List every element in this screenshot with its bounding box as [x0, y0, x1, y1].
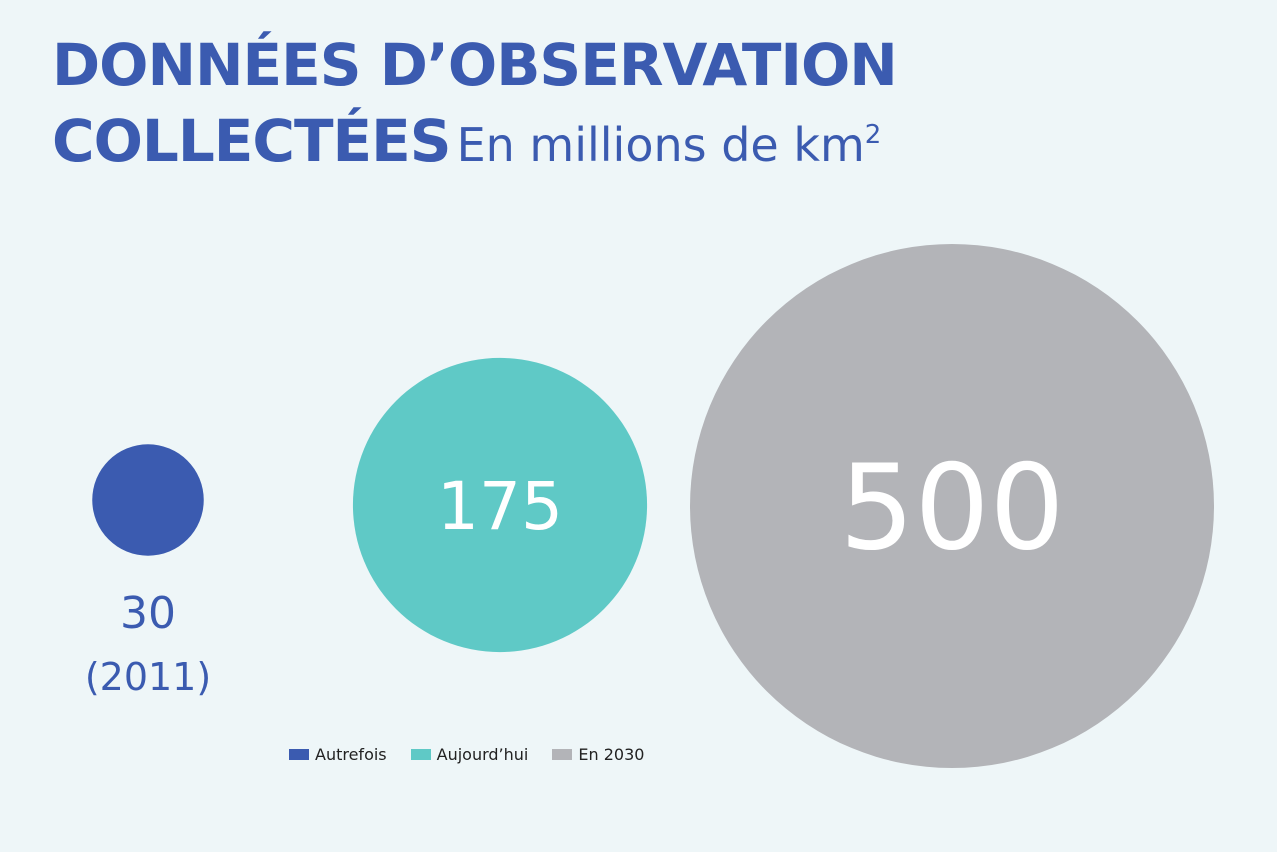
bubble-value-label-1: 30 [120, 588, 176, 639]
bubble-2 [352, 357, 648, 653]
legend-label-3: En 2030 [578, 745, 645, 764]
chart-legend: Autrefois Aujourd’hui En 2030 [289, 745, 644, 764]
legend-label-2: Aujourd’hui [436, 745, 529, 764]
bubble-note-label-1: (2011) [85, 655, 211, 699]
bubble-value-label-2: 175 [437, 468, 563, 545]
legend-item-1: Autrefois [289, 745, 387, 764]
chart-title: DONNÉES D’OBSERVATION [52, 31, 898, 99]
chart-title-line2: COLLECTÉES En millions de km2 [52, 100, 1232, 180]
bubble-value-label-3: 500 [839, 438, 1064, 576]
chart-subtitle-superscript: 2 [864, 120, 882, 150]
chart-title-second-line: COLLECTÉES [52, 107, 452, 175]
legend-item-2: Aujourd’hui [410, 745, 529, 764]
bubble-3 [690, 244, 1214, 768]
chart-title-block: DONNÉES D’OBSERVATION COLLECTÉES En milli… [52, 30, 1232, 180]
legend-item-3: En 2030 [552, 745, 644, 764]
bubble-1 [92, 444, 204, 556]
legend-swatch-2 [410, 749, 431, 760]
chart-subtitle: En millions de km2 [457, 118, 882, 172]
chart-subtitle-text: En millions de km [456, 118, 865, 172]
legend-swatch-1 [289, 749, 309, 760]
legend-swatch-3 [552, 749, 573, 760]
legend-label-1: Autrefois [315, 745, 387, 764]
